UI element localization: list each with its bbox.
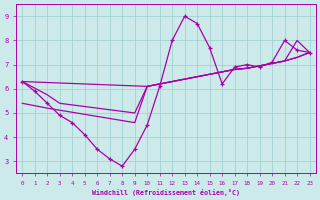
- X-axis label: Windchill (Refroidissement éolien,°C): Windchill (Refroidissement éolien,°C): [92, 189, 240, 196]
